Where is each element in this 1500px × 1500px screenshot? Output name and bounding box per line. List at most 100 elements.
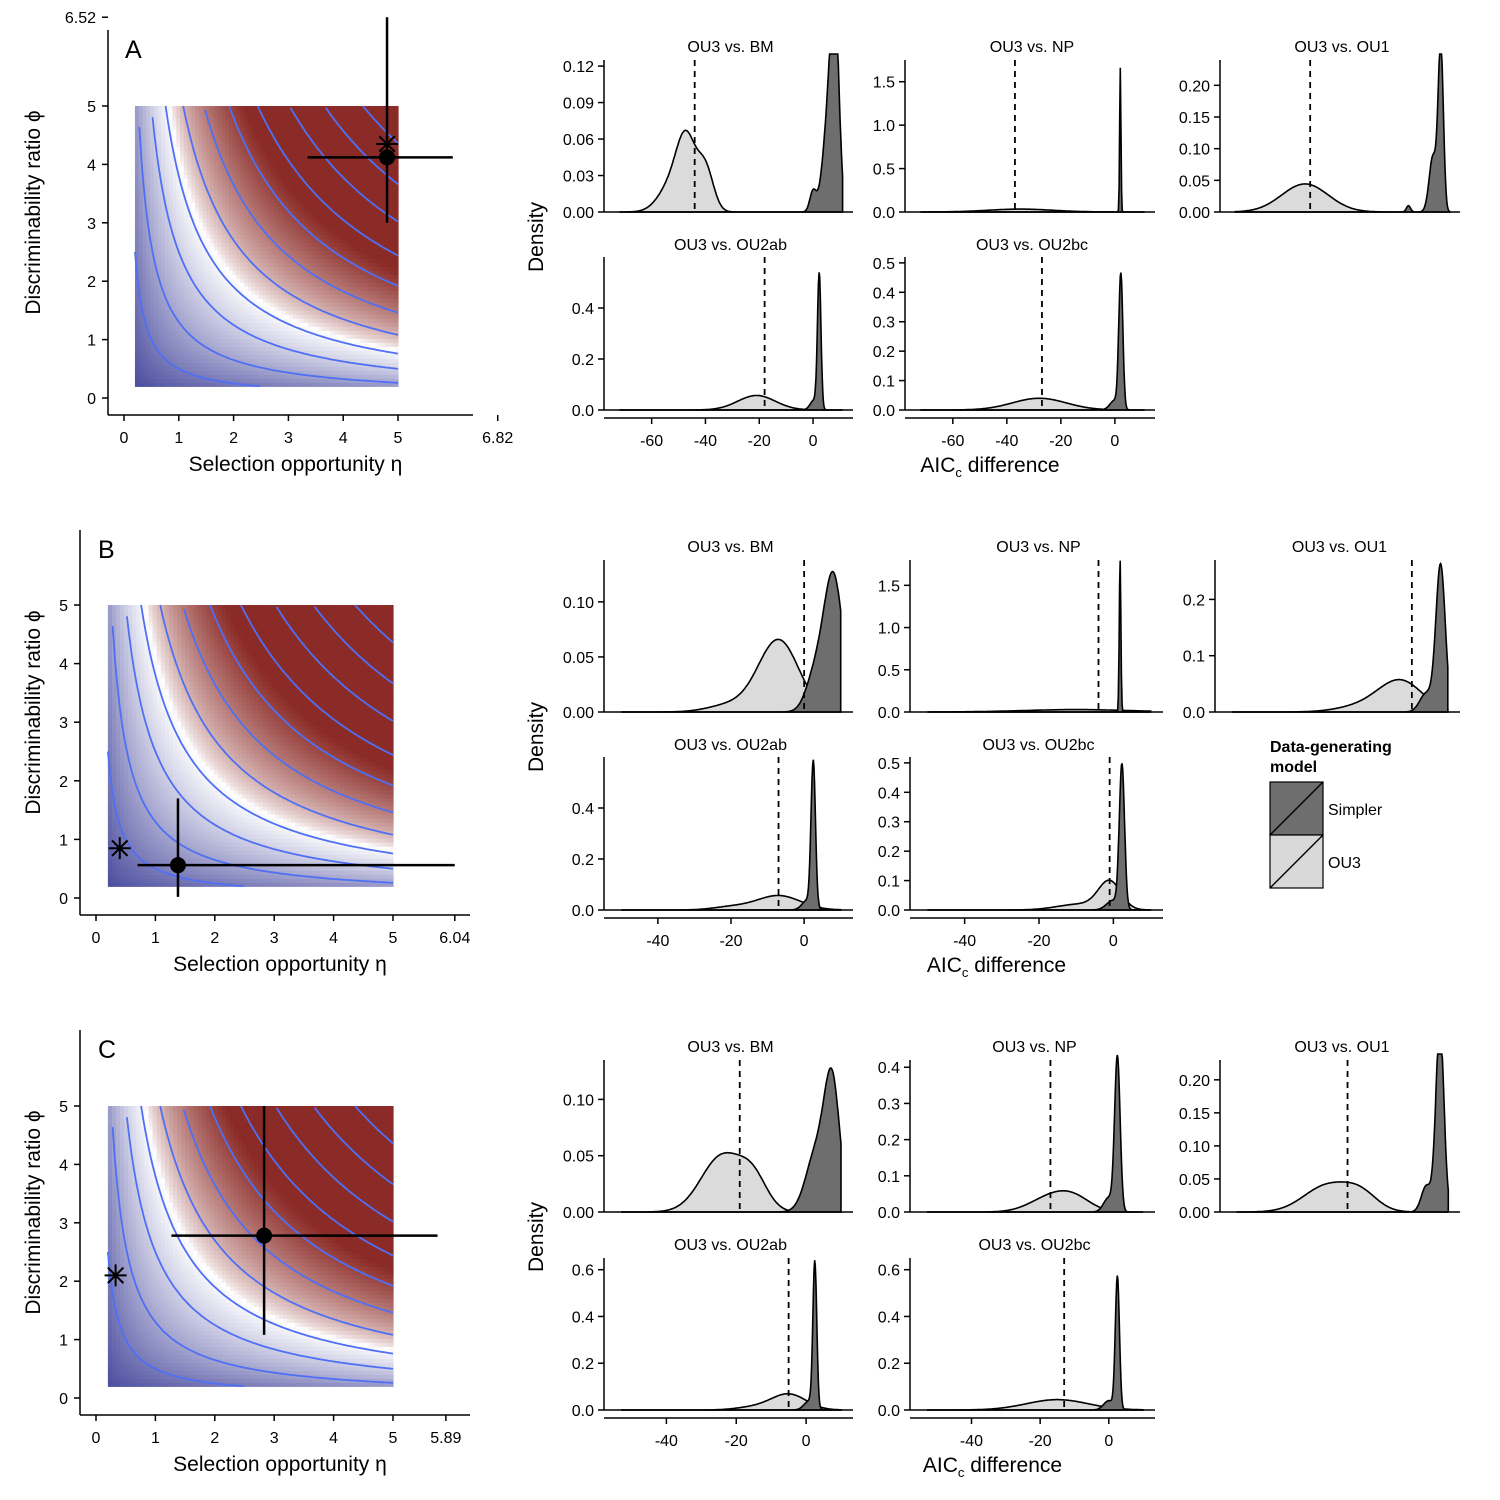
heatmap-cell: [281, 166, 286, 171]
heatmap-cell: [304, 322, 309, 327]
heatmap-cell: [157, 126, 162, 131]
heatmap-cell: [232, 366, 238, 371]
heatmap-cell: [247, 242, 253, 247]
heatmap-cell: [334, 274, 339, 279]
heatmap-cell: [225, 214, 230, 219]
heatmap-cell: [149, 186, 155, 191]
heatmap-cell: [210, 326, 215, 331]
heatmap-cell: [326, 270, 331, 275]
heatmap-cell: [304, 250, 309, 255]
heatmap-cell: [292, 178, 298, 183]
heatmap-cell: [367, 318, 373, 323]
heatmap-cell: [315, 290, 320, 295]
heatmap-cell: [198, 270, 204, 275]
heatmap-cell: [138, 130, 144, 135]
heatmap-cell: [266, 374, 271, 379]
heatmap-cell: [258, 350, 264, 355]
heatmap-cell: [289, 146, 294, 151]
heatmap-cell: [198, 306, 204, 311]
heatmap-cell: [232, 374, 238, 379]
heatmap-cell: [390, 362, 395, 367]
heatmap-cell: [206, 182, 211, 187]
heatmap-cell: [277, 130, 283, 135]
heatmap-cell: [326, 130, 331, 135]
heatmap-cell: [289, 190, 294, 195]
heatmap-cell: [292, 342, 298, 347]
heatmap-cell: [334, 270, 339, 275]
heatmap-cell: [281, 234, 286, 239]
heatmap-cell: [232, 310, 238, 315]
heatmap-cell: [382, 374, 388, 379]
heatmap-cell: [202, 142, 207, 147]
heatmap-cell: [281, 286, 286, 291]
heatmap-cell: [172, 146, 177, 151]
heatmap-cell: [307, 138, 313, 143]
heatmap-cell: [337, 346, 343, 351]
heatmap-cell: [289, 286, 294, 291]
heatmap-cell: [307, 266, 313, 271]
heatmap-cell: [379, 106, 384, 111]
heatmap-cell: [134, 130, 140, 135]
heatmap-cell: [334, 222, 339, 227]
heatmap-cell: [262, 294, 268, 299]
heatmap-cell: [304, 122, 309, 127]
heatmap-cell: [210, 382, 215, 387]
heatmap-cell: [266, 106, 271, 111]
heatmap-cell: [319, 142, 324, 147]
heatmap-cell: [352, 114, 358, 119]
heatmap-cell: [187, 298, 192, 303]
heatmap-cell: [213, 218, 219, 223]
heatmap-cell: [304, 194, 309, 199]
heatmap-cell: [251, 250, 256, 255]
heatmap-cell: [367, 186, 373, 191]
heatmap-cell: [319, 134, 324, 139]
heatmap-cell: [153, 342, 159, 347]
heatmap-cell: [168, 270, 174, 275]
heatmap-cell: [258, 286, 264, 291]
heatmap-cell: [326, 174, 331, 179]
heatmap-cell: [134, 202, 140, 207]
heatmap-cell: [247, 282, 253, 287]
heatmap-cell: [289, 350, 294, 355]
heatmap-cell: [341, 178, 346, 183]
heatmap-cell: [367, 322, 373, 327]
heatmap-cell: [394, 326, 399, 331]
heatmap-cell: [326, 194, 331, 199]
heatmap-cell: [315, 310, 320, 315]
heatmap-cell: [300, 306, 305, 311]
heatmap-cell: [390, 170, 395, 175]
heatmap-cell: [296, 338, 301, 343]
heatmap-cell: [176, 230, 181, 235]
heatmap-cell: [379, 194, 384, 199]
heatmap-cell: [198, 158, 204, 163]
heatmap-cell: [315, 178, 320, 183]
heatmap-cell: [210, 170, 215, 175]
heatmap-cell: [289, 170, 294, 175]
heatmap-cell: [390, 382, 395, 387]
heatmap-cell: [330, 110, 335, 115]
heatmap-cell: [349, 350, 354, 355]
heatmap-cell: [251, 222, 256, 227]
heatmap-cell: [206, 278, 211, 283]
heatmap-cell: [360, 114, 365, 119]
heatmap-cell: [277, 134, 283, 139]
heatmap-cell: [142, 354, 147, 359]
heatmap-cell: [153, 378, 159, 383]
heatmap-cell: [146, 278, 151, 283]
heatmap-cell: [161, 254, 166, 259]
heatmap-cell: [134, 382, 140, 387]
heatmap-cell: [134, 306, 140, 311]
heatmap-cell: [304, 202, 309, 207]
heatmap-cell: [262, 302, 268, 307]
heatmap-cell: [296, 370, 301, 375]
heatmap-cell: [274, 310, 279, 315]
heatmap-cell: [217, 314, 222, 319]
heatmap-cell: [180, 310, 185, 315]
heatmap-cell: [345, 362, 350, 367]
heatmap-cell: [311, 338, 316, 343]
heatmap-cell: [221, 374, 226, 379]
heatmap-cell: [270, 318, 275, 323]
heatmap-cell: [198, 346, 204, 351]
heatmap-cell: [300, 174, 305, 179]
heatmap-cell: [240, 334, 245, 339]
